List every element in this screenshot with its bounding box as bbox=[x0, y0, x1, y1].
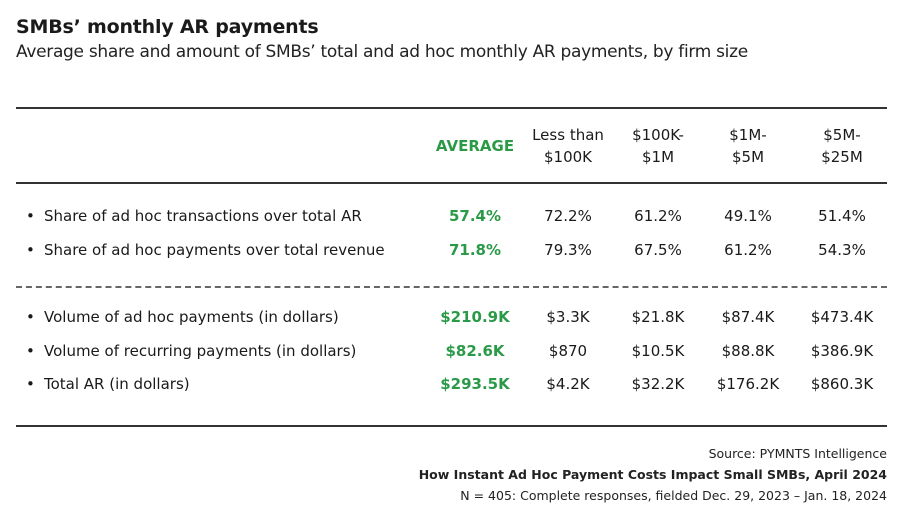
row-label: • Volume of ad hoc payments (in dollars) bbox=[26, 308, 339, 326]
table-cell: $87.4K bbox=[721, 308, 775, 326]
header-col-4: $5M- $25M bbox=[797, 124, 887, 168]
row-label-text: Total AR (in dollars) bbox=[44, 375, 190, 393]
row-label-text: Share of ad hoc transactions over total … bbox=[44, 207, 362, 225]
average-value: 71.8% bbox=[448, 241, 502, 259]
table-cell: $10.5K bbox=[631, 342, 685, 360]
header-col-1-line1: Less than bbox=[532, 126, 604, 144]
footer-source: Source: PYMNTS Intelligence bbox=[708, 446, 887, 461]
average-value: 57.4% bbox=[448, 207, 502, 225]
bullet-icon: • bbox=[26, 342, 35, 360]
row-label-text: Volume of recurring payments (in dollars… bbox=[44, 342, 357, 360]
group-divider bbox=[16, 286, 887, 288]
footer-sample: N = 405: Complete responses, fielded Dec… bbox=[460, 488, 887, 503]
bullet-icon: • bbox=[26, 241, 35, 259]
table-cell: 67.5% bbox=[634, 241, 682, 259]
row-label-text: Volume of ad hoc payments (in dollars) bbox=[44, 308, 339, 326]
table-cell: $3.3K bbox=[546, 308, 590, 326]
header-col-4-line2: $25M bbox=[821, 148, 863, 166]
row-label: • Total AR (in dollars) bbox=[26, 375, 190, 393]
row-label: • Volume of recurring payments (in dollar… bbox=[26, 342, 356, 360]
header-rule bbox=[16, 182, 887, 184]
bullet-icon: • bbox=[26, 308, 35, 326]
header-col-1: Less than $100K bbox=[523, 124, 613, 168]
header-col-2: $100K- $1M bbox=[613, 124, 703, 168]
bottom-rule bbox=[16, 425, 887, 427]
average-value: $82.6K bbox=[445, 342, 505, 360]
average-value: $293.5K bbox=[440, 375, 510, 393]
chart-title: SMBs’ monthly AR payments bbox=[16, 16, 319, 38]
table-cell: $88.8K bbox=[721, 342, 775, 360]
table-cell: 61.2% bbox=[634, 207, 682, 225]
bullet-icon: • bbox=[26, 207, 35, 225]
table-cell: $860.3K bbox=[810, 375, 874, 393]
row-label-text: Share of ad hoc payments over total reve… bbox=[44, 241, 385, 259]
table-cell: $32.2K bbox=[631, 375, 685, 393]
row-label: • Share of ad hoc payments over total rev… bbox=[26, 241, 385, 259]
table-cell: 49.1% bbox=[724, 207, 772, 225]
footer-report: How Instant Ad Hoc Payment Costs Impact … bbox=[418, 467, 887, 482]
top-rule bbox=[16, 107, 887, 109]
header-col-3-line2: $5M bbox=[731, 148, 765, 166]
header-col-4-line1: $5M- bbox=[823, 126, 861, 144]
table-cell: 79.3% bbox=[544, 241, 592, 259]
table-cell: $176.2K bbox=[716, 375, 780, 393]
average-value: $210.9K bbox=[440, 308, 510, 326]
table-cell: $4.2K bbox=[546, 375, 590, 393]
header-col-2-line1: $100K- bbox=[632, 126, 684, 144]
table-cell: 61.2% bbox=[724, 241, 772, 259]
table-cell: 72.2% bbox=[544, 207, 592, 225]
table-cell: $473.4K bbox=[810, 308, 874, 326]
chart-subtitle: Average share and amount of SMBs’ total … bbox=[16, 42, 748, 62]
table-cell: 51.4% bbox=[818, 207, 866, 225]
table-cell: 54.3% bbox=[818, 241, 866, 259]
table-cell: $870 bbox=[548, 342, 588, 360]
row-label: • Share of ad hoc transactions over total… bbox=[26, 207, 362, 225]
table-cell: $386.9K bbox=[810, 342, 874, 360]
header-col-3: $1M- $5M bbox=[703, 124, 793, 168]
header-col-3-line1: $1M- bbox=[729, 126, 767, 144]
table-cell: $21.8K bbox=[631, 308, 685, 326]
header-col-1-line2: $100K bbox=[543, 148, 592, 166]
header-col-2-line2: $1M bbox=[641, 148, 675, 166]
bullet-icon: • bbox=[26, 375, 35, 393]
header-average: AVERAGE bbox=[435, 137, 515, 155]
